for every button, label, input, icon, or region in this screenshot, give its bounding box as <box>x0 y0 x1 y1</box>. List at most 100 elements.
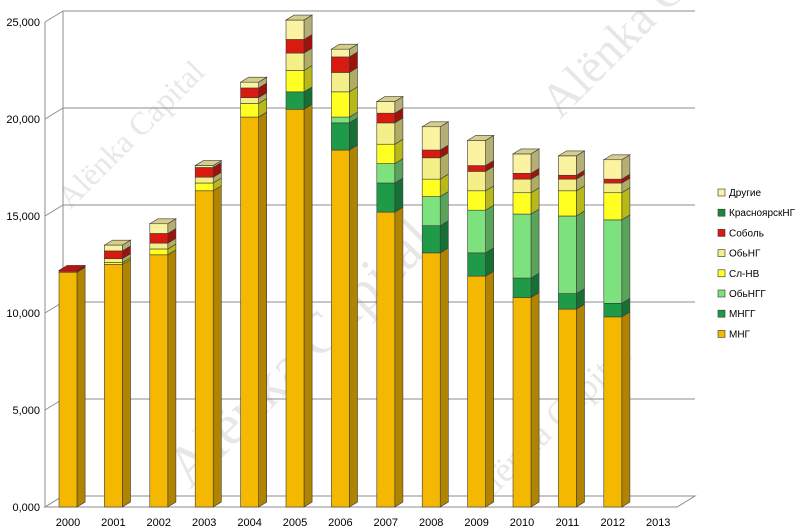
x-tick-label: 2003 <box>192 517 216 529</box>
bar-2007-МНГГ-side <box>394 177 404 213</box>
x-tick-label: 2011 <box>556 517 580 529</box>
bars-layer <box>57 14 631 508</box>
bar-2007-Сл-НВ <box>376 143 396 164</box>
bar-2010-МНГ-side <box>530 291 540 508</box>
legend-swatch <box>717 289 726 298</box>
bar-2006-МНГГ-side <box>349 117 358 151</box>
bar-stack-2004 <box>239 76 268 508</box>
floor <box>43 495 697 508</box>
bar-2002-МНГ-side <box>167 249 177 508</box>
bar-stack-2010 <box>511 148 541 508</box>
bar-2000-МНГ <box>58 271 78 508</box>
bar-2009-МНГ <box>467 275 486 508</box>
bar-2008-Другие-top <box>421 121 450 128</box>
x-tick-label: 2005 <box>283 517 307 529</box>
bar-stack-2003 <box>194 160 223 508</box>
bar-2001-Другие-top <box>103 239 132 246</box>
x-tick-label: 2006 <box>328 517 352 529</box>
bar-2009-МНГГ <box>467 252 486 277</box>
bar-2010-Другие <box>512 153 532 174</box>
bar-2008-ОбьНГ <box>421 157 441 180</box>
bar-2011-МНГ-side <box>576 303 585 508</box>
legend-label: МНГГ <box>729 309 756 320</box>
x-tick-label: 2002 <box>147 517 171 529</box>
bar-2006-Другие <box>331 48 350 58</box>
gridline-side <box>44 204 64 217</box>
bar-2002-МНГ <box>149 254 169 508</box>
legend-swatch <box>717 188 726 197</box>
legend-swatch <box>717 208 726 217</box>
x-tick-label: 2013 <box>646 517 670 529</box>
bar-2011-МНГ <box>558 308 577 508</box>
bar-2008-Соболь <box>421 149 441 159</box>
legend-label: Сл-НВ <box>729 269 760 280</box>
bar-stack-2005 <box>284 14 314 508</box>
bar-2009-МНГ-side <box>485 270 495 508</box>
bar-2003-МНГ <box>194 190 214 508</box>
bar-2005-ОбьНГ <box>285 52 305 71</box>
bar-stack-2008 <box>421 121 450 508</box>
bar-2007-МНГГ <box>376 182 396 213</box>
bar-2001-МНГ-side <box>122 259 131 508</box>
bar-2001-МНГ <box>104 264 123 508</box>
bar-2006-МНГГ <box>331 122 350 151</box>
bar-2008-МНГГ-side <box>439 220 449 254</box>
bar-2007-ОбьНГГ <box>376 163 396 184</box>
bar-2002-Сл-НВ <box>149 248 169 256</box>
bar-2005-МНГ <box>285 109 305 508</box>
legend-swatch <box>717 249 726 257</box>
bar-2008-Сл-НВ <box>421 178 441 197</box>
bar-stack-2002 <box>148 218 177 508</box>
bar-2012-Другие <box>603 159 623 180</box>
bar-2003-Сл-НВ <box>194 182 214 192</box>
legend-label: МНГ <box>729 329 751 340</box>
bar-2012-МНГ <box>603 316 623 508</box>
bar-2007-ОбьНГ <box>376 122 396 145</box>
bar-2010-Соболь <box>512 173 532 180</box>
watermark-text: Alёnka Capital <box>49 53 211 215</box>
x-tick-label: 2007 <box>374 517 398 529</box>
bar-stack-2006 <box>330 43 359 508</box>
bar-2008-ОбьНГГ-side <box>439 191 449 227</box>
legend-label: ОбьНГ <box>729 248 761 260</box>
bar-2003-Другие-top <box>194 160 223 166</box>
x-tick-label: 2001 <box>101 517 125 529</box>
bar-2001-Соболь <box>104 250 123 259</box>
bar-2005-Соболь <box>285 39 305 54</box>
bar-2004-ОбьНГ <box>240 97 259 104</box>
bar-2005-МНГ-side <box>303 103 313 508</box>
bar-2006-ОбьНГ <box>331 72 350 93</box>
bar-stack-2012 <box>602 154 631 508</box>
bar-2010-ОбьНГГ <box>512 213 532 279</box>
bar-2004-Соболь <box>240 87 259 98</box>
bar-2009-ОбьНГГ <box>467 209 486 254</box>
bar-2008-ОбьНГГ <box>421 196 441 227</box>
bar-2010-Другие-top <box>511 148 541 155</box>
legend: Другие КрасноярскНГ Соболь ОбьНГ Сл-НВ ОбьНГГ… <box>717 188 796 340</box>
legend-item: МНГГ <box>717 309 756 320</box>
bar-2012-МНГ-side <box>621 311 631 508</box>
x-tick-label: 2000 <box>56 517 80 529</box>
bar-2011-МНГГ <box>558 293 577 310</box>
bar-2012-Другие-top <box>602 154 631 161</box>
bar-2011-ОбьНГГ <box>558 215 577 294</box>
bar-2003-МНГ-side <box>212 185 222 508</box>
bar-2012-Сл-НВ <box>603 192 623 221</box>
bar-stack-2007 <box>375 96 404 508</box>
legend-label: Другие <box>729 188 761 199</box>
bar-2006-Другие-top <box>330 43 359 50</box>
bar-2006-МНГ <box>331 149 350 508</box>
bar-2004-МНГ <box>240 116 259 508</box>
bar-2005-Другие <box>285 19 305 40</box>
bar-2005-Сл-НВ <box>285 70 305 93</box>
bar-2010-МНГГ <box>512 277 532 298</box>
x-tick-label: 2009 <box>464 517 488 529</box>
bar-2006-МНГ-side <box>349 144 358 508</box>
bar-2011-ОбьНГ <box>558 178 577 192</box>
axis-layer: 0,000 5,000 10,000 15,000 20,000 25,000 2000 20… <box>6 17 670 529</box>
bar-2010-ОбьНГ <box>512 178 532 194</box>
bar-2000-Соболь-top <box>57 265 87 271</box>
bar-2004-МНГ-side <box>258 111 268 508</box>
x-tick-label: 2008 <box>419 517 443 529</box>
